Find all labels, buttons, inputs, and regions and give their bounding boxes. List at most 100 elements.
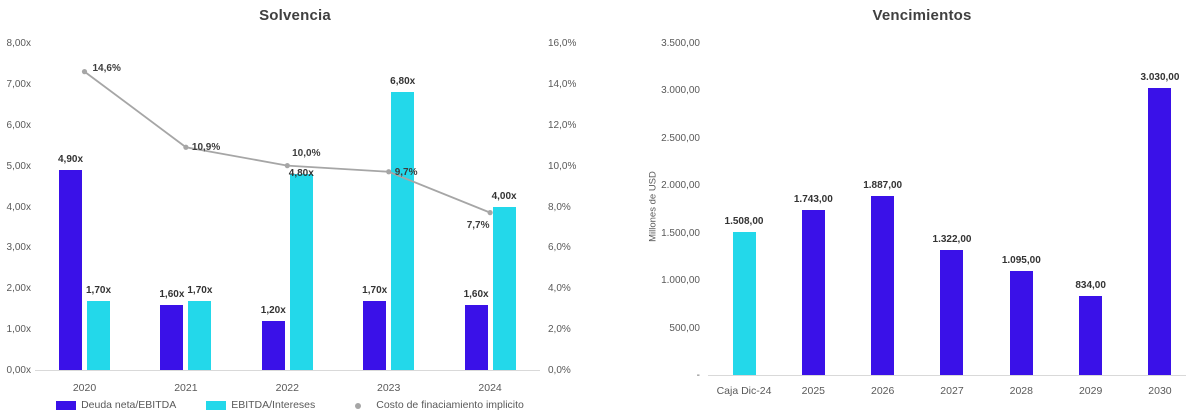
- solvencia-category-label: 2022: [275, 382, 299, 394]
- vencimientos-bar: [732, 231, 756, 375]
- solvencia-right-axis-tick: 0,0%: [548, 365, 571, 376]
- vencimientos-category-label: 2029: [1078, 385, 1103, 397]
- solvencia-left-axis-tick: 2,00x: [6, 283, 31, 295]
- costo-financiamiento-line: [81, 69, 493, 216]
- ebitda-intereses-value-label: 1,70x: [85, 284, 112, 296]
- costo-financiamiento-value-label: 9,7%: [394, 166, 418, 178]
- solvencia-legend: Deuda neta/EBITDA EBITDA/Intereses Costo d…: [10, 399, 570, 411]
- ebitda-intereses-value-label: 4,80x: [288, 167, 314, 179]
- vencimientos-category-label: 2026: [870, 385, 895, 397]
- ebitda-intereses-value-label: 6,80x: [390, 76, 416, 88]
- solvencia-right-axis-tick: 16,0%: [548, 38, 577, 49]
- vencimientos-category-label: Caja Dic-24: [716, 385, 772, 397]
- solvencia-right-axis-tick: 8,0%: [548, 201, 571, 213]
- solvencia-left-axis-tick: 7,00x: [6, 78, 31, 90]
- line-marker: [386, 169, 392, 175]
- line-marker: [487, 210, 493, 216]
- solvencia-left-axis-tick: 5,00x: [6, 160, 31, 172]
- costo-financiamiento-value-label: 10,9%: [191, 142, 221, 154]
- ebitda-intereses-bar: [289, 173, 313, 370]
- solvencia-left-axis-tick: 0,00x: [6, 365, 31, 376]
- vencimientos-y-axis-tick: 1.000,00: [661, 275, 700, 287]
- costo-financiamiento-value-label: 10,0%: [292, 147, 321, 159]
- deuda-neta-ebitda-value-label: 1,60x: [159, 288, 185, 300]
- vencimientos-y-axis-tick: 1.500,00: [661, 227, 700, 239]
- vencimientos-value-label: 1.508,00: [724, 215, 764, 227]
- solvencia-category-label: 2020: [72, 382, 97, 394]
- vencimientos-chart-title: Vencimientos: [872, 7, 972, 24]
- vencimientos-value-label: 1.322,00: [932, 233, 972, 245]
- solvencia-category-label: 2023: [377, 382, 401, 394]
- vencimientos-category-label: 2030: [1148, 385, 1172, 397]
- vencimientos-value-label: 834,00: [1075, 279, 1106, 291]
- deuda-neta-ebitda-bar: [160, 304, 184, 370]
- solvencia-right-axis-tick: 10,0%: [548, 160, 577, 172]
- costo-financiamiento-value-label: 7,7%: [466, 219, 490, 231]
- legend-line-marker-icon: [345, 401, 371, 410]
- vencimientos-bar: [871, 196, 895, 375]
- deuda-neta-ebitda-bar: [363, 300, 387, 370]
- solvencia-x-axis-line: [35, 370, 540, 371]
- line-marker: [81, 69, 88, 75]
- vencimientos-y-axis-tick: 3.000,00: [661, 85, 700, 97]
- solvencia-left-axis-tick: 8,00x: [6, 38, 31, 49]
- deuda-neta-ebitda-value-label: 1,60x: [463, 288, 489, 300]
- ebitda-intereses-bar: [87, 300, 110, 370]
- ebitda-intereses-bar: [492, 206, 516, 370]
- ebitda-intereses-bar: [391, 92, 415, 370]
- solvencia-plot-area: 0,00x 1,00x 2,00x 3,00x 4,00x 5,00x 6,00x 7,00x…: [6, 38, 577, 394]
- vencimientos-bar: [1148, 87, 1172, 375]
- vencimientos-value-label: 1.095,00: [1001, 255, 1041, 267]
- vencimientos-category-label: 2028: [1009, 385, 1033, 397]
- solvencia-right-axis-tick: 6,0%: [548, 242, 571, 254]
- vencimientos-value-label: 1.887,00: [863, 180, 903, 191]
- legend-label: Costo de finaciamiento implicito: [376, 399, 524, 411]
- solvencia-right-axis-tick: 4,0%: [548, 283, 571, 295]
- vencimientos-bar: [801, 209, 825, 375]
- deuda-neta-ebitda-bar: [464, 304, 488, 370]
- deuda-neta-ebitda-value-label: 4,90x: [57, 153, 84, 165]
- solvencia-chart: Solvencia 0,00x 1,00x 2,00x 3,00x 4,00x 5,00x…: [6, 7, 577, 411]
- ebitda-intereses-value-label: 4,00x: [491, 190, 517, 202]
- solvencia-left-axis-tick: 3,00x: [6, 242, 31, 254]
- legend-label: Deuda neta/EBITDA: [81, 399, 177, 411]
- vencimientos-plot-area: - 500,00 1.000,00 1.500,00 2.000,00 2.500,00 3…: [600, 0, 1200, 419]
- solvencia-left-axis-tick: 1,00x: [6, 324, 31, 336]
- deuda-neta-ebitda-bar: [59, 169, 82, 370]
- vencimientos-value-label: 1.743,00: [793, 193, 833, 205]
- solvencia-left-axis-tick: 4,00x: [6, 201, 31, 213]
- solvencia-category-label: 2021: [174, 382, 198, 394]
- costo-financiamiento-value-label: 14,6%: [92, 62, 121, 74]
- line-marker: [183, 144, 189, 150]
- legend-swatch-icon: [56, 400, 77, 410]
- vencimientos-category-label: 2025: [801, 385, 826, 397]
- vencimientos-chart: Vencimientos Millones de USD -500,00 1.00…: [600, 0, 1200, 419]
- legend-item-costo-financiamiento: Costo de finaciamiento implicito: [345, 399, 524, 411]
- solvencia-chart-title: Solvencia: [259, 7, 331, 24]
- legend-item-deuda-neta-ebitda: Deuda neta/EBITDA: [56, 399, 176, 411]
- solvencia-right-axis-tick: 2,0%: [548, 324, 571, 336]
- deuda-neta-ebitda-value-label: 1,20x: [260, 304, 286, 316]
- ebitda-intereses-value-label: 1,70x: [187, 284, 213, 296]
- solvencia-left-axis-tick: 6,00x: [6, 119, 31, 131]
- vencimientos-x-axis-line: [708, 375, 1186, 376]
- vencimientos-y-axis-tick: -: [696, 370, 700, 381]
- legend-label: EBITDA/Intereses: [231, 399, 316, 411]
- ebitda-intereses-bar: [188, 300, 212, 370]
- deuda-neta-ebitda-bar: [261, 320, 285, 370]
- costo-financiamiento-line-path: [83, 70, 491, 214]
- vencimientos-bar: [940, 249, 964, 375]
- deuda-neta-ebitda-value-label: 1,70x: [362, 284, 388, 296]
- vencimientos-category-label: 2027: [940, 385, 964, 397]
- legend-swatch-icon: [206, 400, 227, 410]
- solvencia-right-axis-tick: 12,0%: [548, 119, 577, 131]
- vencimientos-bar: [1079, 295, 1103, 375]
- legend-item-ebitda-intereses: EBITDA/Intereses: [206, 399, 315, 411]
- legend-line-dot: [355, 402, 362, 409]
- solvencia-category-label: 2024: [478, 382, 502, 394]
- vencimientos-bar: [1009, 271, 1033, 375]
- vencimientos-y-axis-tick: 2.000,00: [661, 180, 700, 192]
- vencimientos-y-axis-tick: 500,00: [669, 322, 700, 334]
- solvencia-right-axis-tick: 14,0%: [548, 78, 577, 90]
